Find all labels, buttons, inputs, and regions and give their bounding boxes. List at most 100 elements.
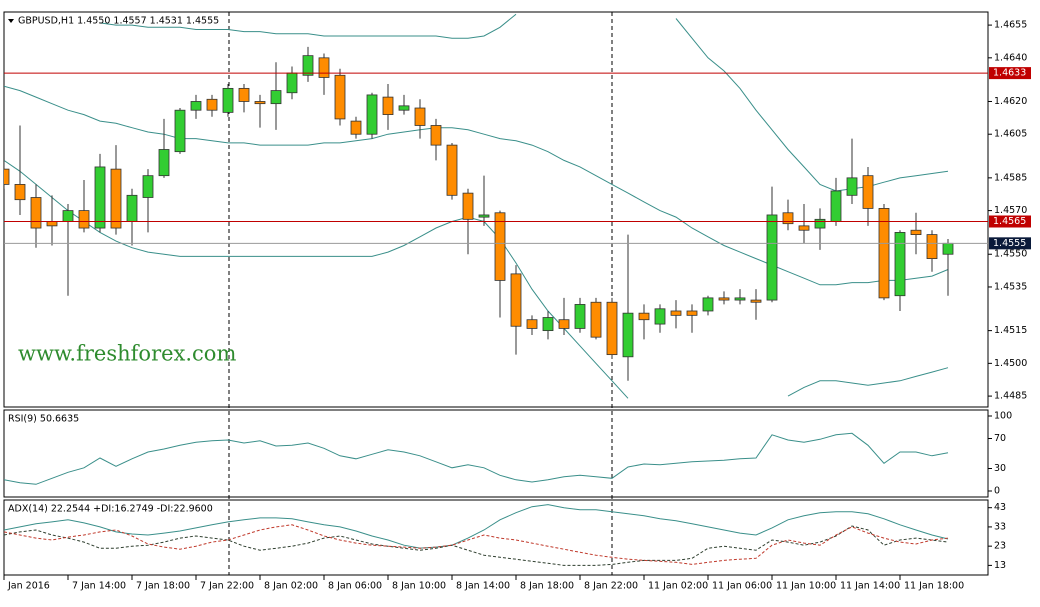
x-tick-label: 7 Jan 14:00 xyxy=(72,581,126,592)
candle-body xyxy=(4,168,10,185)
y-tick-label: 23 xyxy=(994,541,1006,552)
y-tick-label: 33 xyxy=(994,521,1006,532)
plot-area xyxy=(4,13,988,399)
candle-body xyxy=(478,214,490,218)
indicator-line xyxy=(4,524,949,565)
x-tick-label: 7 Jan 22:00 xyxy=(200,581,254,592)
x-tick-label: 8 Jan 14:00 xyxy=(456,581,510,592)
candle-body xyxy=(526,319,538,329)
price-level-label: 1.4633 xyxy=(993,68,1026,79)
candle-body xyxy=(158,149,170,177)
candle-body xyxy=(222,87,234,113)
candle-body xyxy=(462,192,474,220)
y-tick-label: 1.4640 xyxy=(994,52,1027,63)
candle-body xyxy=(30,197,42,229)
candle-body xyxy=(94,166,106,229)
candle-body xyxy=(638,312,650,321)
y-tick-label: 1.4535 xyxy=(994,281,1027,292)
candle-body xyxy=(942,242,954,255)
panel-frame xyxy=(3,499,989,576)
candle-body xyxy=(446,144,458,196)
indicator-line xyxy=(4,504,949,549)
panel-title: GBPUSD,H1 1.4550 1.4557 1.4531 1.4555 xyxy=(18,16,219,27)
y-tick-label: 1.4550 xyxy=(994,249,1027,260)
candle-body xyxy=(670,310,682,316)
indicator-line xyxy=(4,525,949,566)
candle-body xyxy=(782,212,794,225)
panel-title: RSI(9) 50.6635 xyxy=(8,414,79,425)
plot-area xyxy=(4,504,949,566)
candle-body xyxy=(622,312,634,358)
candle-body xyxy=(606,301,618,356)
candle-body xyxy=(238,87,250,102)
x-tick-label: Jan 2016 xyxy=(7,581,50,592)
candle-body xyxy=(574,304,586,329)
candle-body xyxy=(62,210,74,222)
candle-body xyxy=(286,72,298,94)
candle-body xyxy=(190,101,202,111)
y-tick-label: 13 xyxy=(994,560,1006,571)
price-level-tag xyxy=(989,237,1031,250)
y-tick-label: 43 xyxy=(994,502,1006,513)
x-tick-label: 11 Jan 10:00 xyxy=(776,581,836,592)
candle-body xyxy=(654,308,666,325)
x-tick-label: 11 Jan 06:00 xyxy=(712,581,772,592)
price-level-tag xyxy=(989,215,1031,228)
x-tick-label: 8 Jan 10:00 xyxy=(392,581,446,592)
y-tick-label: 1.4500 xyxy=(994,358,1027,369)
y-tick-label: 100 xyxy=(994,411,1012,422)
y-tick-label: 1.4620 xyxy=(994,96,1027,107)
candle-body xyxy=(398,105,410,111)
symbol-menu-icon[interactable] xyxy=(8,19,14,23)
candle-body xyxy=(894,232,906,297)
candle-body xyxy=(270,90,282,105)
candle-body xyxy=(686,310,698,316)
indicator-line xyxy=(99,13,949,192)
candle-body xyxy=(750,299,762,303)
y-tick-label: 1.4605 xyxy=(994,129,1027,140)
candle-body xyxy=(382,96,394,115)
plot-area xyxy=(4,432,949,485)
candle-body xyxy=(878,208,890,299)
candle-body xyxy=(366,94,378,135)
candle-body xyxy=(510,273,522,327)
y-tick-label: 30 xyxy=(994,463,1006,474)
x-tick-label: 11 Jan 02:00 xyxy=(648,581,708,592)
candle-body xyxy=(814,218,826,229)
panel-title: ADX(14) 22.2544 +DI:16.2749 -DI:22.9600 xyxy=(8,504,213,515)
x-tick-label: 7 Jan 18:00 xyxy=(136,581,190,592)
candle-body xyxy=(494,212,506,281)
y-tick-label: 1.4485 xyxy=(994,391,1027,402)
candle-body xyxy=(910,229,922,235)
candle-body xyxy=(414,107,426,126)
candle-body xyxy=(142,175,154,198)
x-tick-label: 11 Jan 18:00 xyxy=(904,581,964,592)
candle-body xyxy=(206,98,218,111)
candle-body xyxy=(318,57,330,78)
price-level-tag xyxy=(989,67,1031,80)
candle-body xyxy=(334,74,346,120)
indicator-line xyxy=(4,159,949,399)
candle-body xyxy=(798,225,810,231)
candle-body xyxy=(926,234,938,260)
candle-body xyxy=(846,177,858,196)
watermark: www.freshforex.com xyxy=(18,342,236,366)
candle-body xyxy=(46,221,58,227)
y-tick-label: 0 xyxy=(994,486,1000,497)
candle-body xyxy=(862,175,874,209)
x-tick-label: 8 Jan 06:00 xyxy=(328,581,382,592)
candle-body xyxy=(734,297,746,301)
panel-frame xyxy=(3,409,989,498)
y-tick-label: 1.4515 xyxy=(994,325,1027,336)
candle-body xyxy=(766,214,778,301)
candle-body xyxy=(254,101,266,105)
x-tick-label: 8 Jan 22:00 xyxy=(584,581,638,592)
price-level-label: 1.4565 xyxy=(993,216,1026,227)
candle-body xyxy=(542,317,554,332)
price-level-label: 1.4555 xyxy=(993,238,1026,249)
candle-body xyxy=(718,297,730,301)
y-tick-label: 70 xyxy=(994,433,1006,444)
y-tick-label: 1.4655 xyxy=(994,20,1027,31)
candle-body xyxy=(830,190,842,222)
